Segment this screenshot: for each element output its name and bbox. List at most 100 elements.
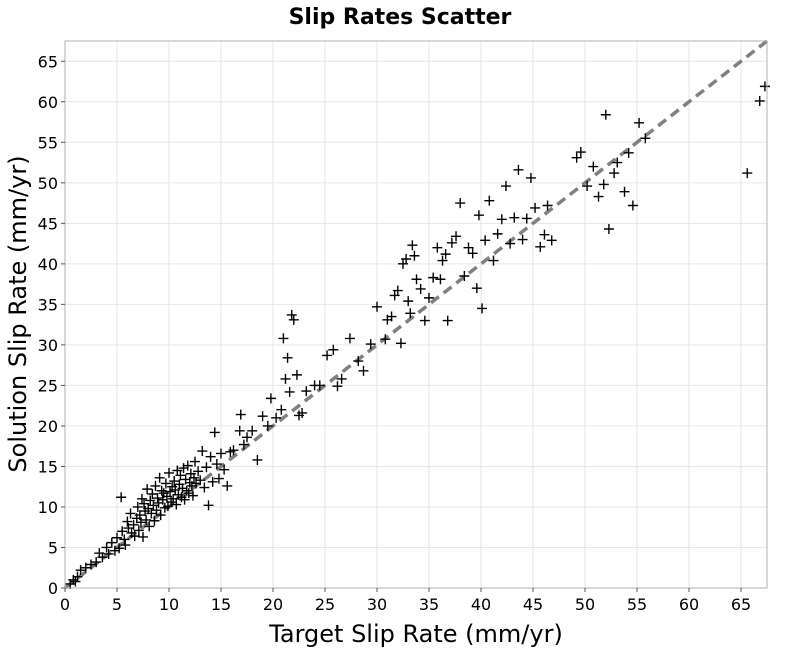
data-point: [603, 224, 614, 235]
data-point: [640, 133, 651, 144]
data-point: [262, 420, 273, 431]
data-point: [101, 542, 112, 553]
plot-border: [64, 40, 768, 589]
data-point: [271, 412, 282, 423]
data-point: [197, 446, 208, 457]
data-point: [480, 235, 491, 246]
x-tick-label: 50: [575, 595, 595, 614]
data-points: [65, 81, 770, 589]
data-point: [70, 576, 81, 587]
data-point: [513, 164, 524, 175]
data-point: [97, 552, 108, 563]
data-point: [446, 237, 457, 248]
y-tick-label: 30: [38, 336, 58, 355]
plot-frame: [64, 40, 768, 589]
data-point: [492, 228, 503, 239]
data-point: [742, 168, 753, 179]
y-tick-label: 0: [48, 579, 58, 598]
data-point: [455, 198, 466, 209]
data-point: [401, 253, 412, 264]
data-point: [380, 334, 391, 345]
data-point: [612, 157, 623, 168]
y-tick-label: 35: [38, 295, 58, 314]
data-point: [539, 229, 550, 240]
data-point: [415, 283, 426, 294]
x-tick-label: 20: [263, 595, 283, 614]
data-point: [593, 191, 604, 202]
x-tick-label: 30: [367, 595, 387, 614]
x-axis-ticks: 0 5 10 15 20 25 30 35 40 45 50 55 60 65: [60, 588, 751, 614]
data-point: [440, 249, 451, 260]
data-point: [411, 274, 422, 285]
grid: [64, 41, 767, 589]
data-point: [405, 308, 416, 319]
data-point: [134, 510, 145, 521]
data-point: [280, 373, 291, 384]
data-point: [619, 186, 630, 197]
data-point: [165, 486, 176, 497]
x-tick-label: 0: [60, 595, 70, 614]
y-tick-label: 15: [38, 457, 58, 476]
data-point: [190, 456, 200, 467]
data-point: [428, 272, 439, 283]
data-point: [546, 235, 557, 246]
data-point: [183, 488, 194, 499]
data-point: [160, 478, 171, 489]
data-point: [496, 214, 507, 225]
data-point: [142, 484, 153, 495]
data-point: [103, 548, 114, 559]
data-point: [600, 109, 611, 120]
data-point: [432, 242, 443, 253]
data-point: [175, 470, 186, 481]
data-point: [442, 315, 453, 326]
data-point: [80, 562, 91, 573]
data-point: [155, 510, 166, 521]
data-point: [301, 386, 312, 397]
x-tick-label: 55: [627, 595, 647, 614]
data-point: [106, 537, 117, 548]
data-point: [424, 292, 434, 303]
data-point: [235, 409, 246, 420]
data-point: [575, 147, 586, 158]
data-point: [542, 200, 553, 211]
data-point: [139, 498, 150, 509]
data-point: [213, 473, 224, 484]
data-point: [623, 147, 634, 158]
data-point: [209, 427, 220, 438]
chart-title: Slip Rates Scatter: [289, 5, 512, 30]
data-point: [517, 234, 528, 245]
data-point: [365, 339, 376, 350]
data-point: [216, 448, 226, 459]
data-point: [282, 352, 293, 363]
data-point: [278, 333, 289, 344]
data-point: [109, 545, 120, 556]
y-tick-label: 10: [38, 498, 58, 517]
data-point: [634, 117, 645, 128]
data-point: [336, 373, 347, 384]
data-point: [129, 531, 140, 542]
y-tick-label: 5: [48, 538, 58, 557]
data-point: [582, 181, 593, 192]
data-point: [500, 181, 511, 192]
data-point: [152, 493, 163, 504]
data-point: [291, 369, 302, 380]
data-point: [201, 462, 212, 473]
data-point: [759, 81, 770, 92]
data-point: [473, 210, 484, 221]
y-tick-label: 20: [38, 417, 58, 436]
data-point: [169, 476, 180, 487]
data-point: [288, 314, 299, 325]
y-tick-label: 40: [38, 255, 58, 274]
x-tick-label: 35: [419, 595, 439, 614]
y-tick-label: 45: [38, 214, 58, 233]
data-point: [238, 439, 249, 450]
data-point: [754, 95, 765, 106]
data-point: [120, 540, 131, 551]
y-tick-label: 25: [38, 376, 58, 395]
data-point: [252, 454, 263, 465]
data-point: [530, 202, 541, 213]
y-axis-label: Solution Slip Rate (mm/yr): [4, 155, 32, 472]
data-point: [72, 571, 83, 582]
data-point: [133, 525, 144, 536]
data-point: [187, 490, 198, 501]
